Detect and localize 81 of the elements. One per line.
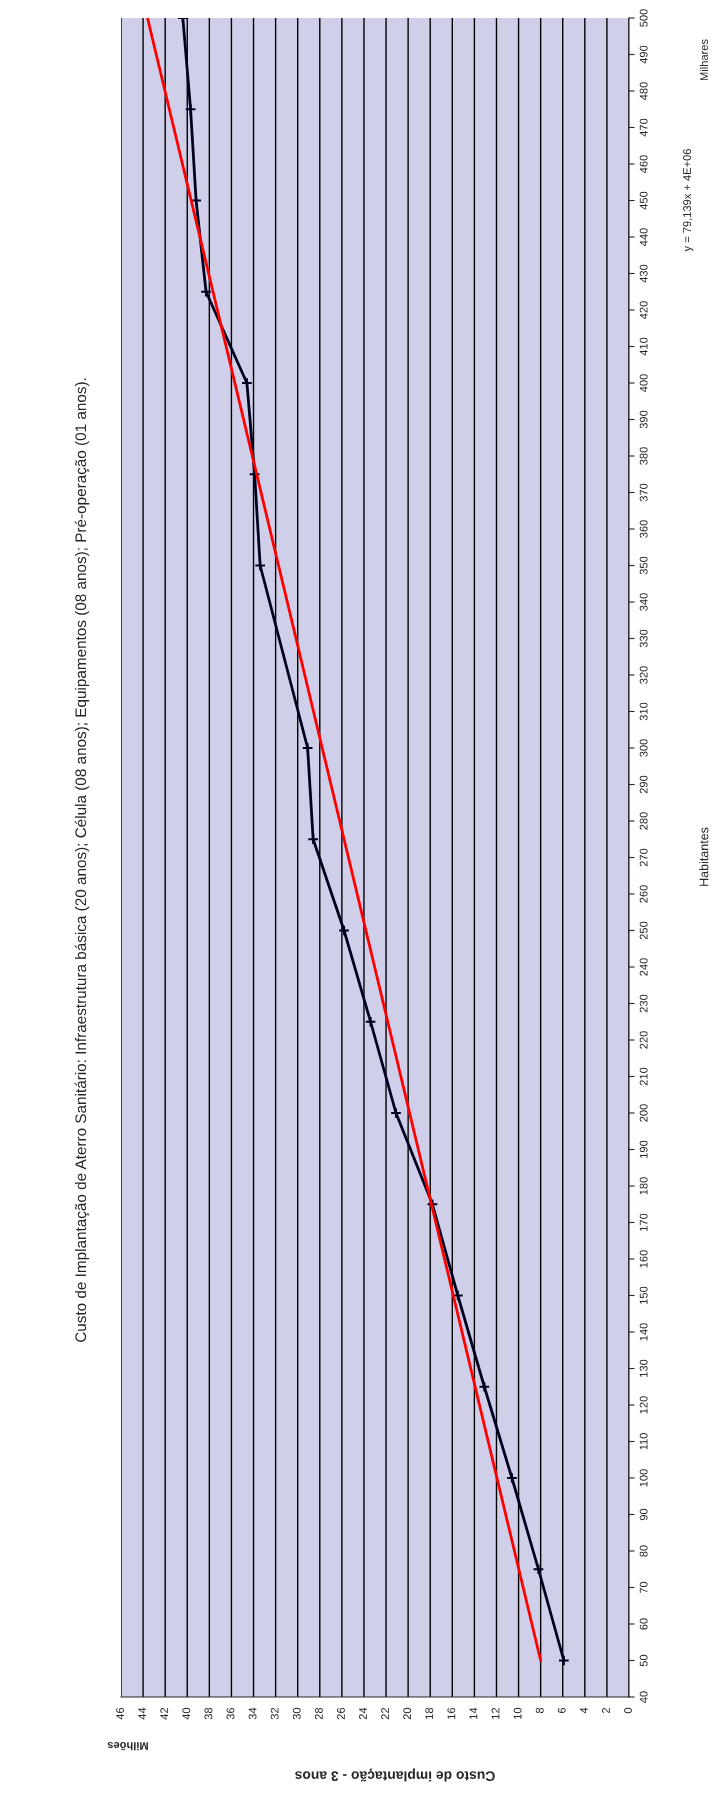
y-tick-label: 410	[639, 337, 648, 356]
point	[301, 742, 314, 754]
x-tick-label: 30	[292, 1707, 301, 1720]
y-tick-label: 110	[639, 1433, 648, 1450]
y-tick-label: 90	[639, 1508, 648, 1521]
y-tick-label: 450	[639, 191, 648, 210]
y-tick-label: 490	[639, 45, 648, 64]
text: Custo de Implantação de Aterro Sanitário: Infraestrutura básica (20 anos); Célula (08 anos); Equipamentos (08 anos); Pré-operação (01 anos).	[74, 378, 90, 1342]
y-tick-label: 340	[639, 593, 648, 611]
y-tick-label: 310	[639, 702, 648, 721]
y-tick-label: 400	[639, 374, 648, 393]
y-tick-label: 330	[639, 629, 648, 648]
x-tick-label: 44	[138, 1707, 146, 1720]
x-tick-label: 18	[425, 1707, 434, 1719]
x-tick-label: 36	[226, 1707, 235, 1720]
y-tick-label: 130	[639, 1359, 648, 1377]
x-tick-label: 4	[580, 1707, 588, 1714]
y-tick-label: 250	[639, 921, 648, 940]
point	[390, 1107, 402, 1119]
x-tick-label: 22	[381, 1707, 389, 1720]
x-tick-label: 8	[535, 1707, 544, 1714]
y-tick-label: 300	[639, 739, 648, 757]
text: y = 79,139x + 4E+06	[683, 149, 694, 252]
x-tick-label: 10	[513, 1707, 522, 1719]
y-tick-label: 470	[639, 118, 648, 137]
y-tick-label: 240	[639, 958, 648, 976]
y-tick-label: 460	[639, 155, 648, 174]
y-tick-label: 200	[639, 1104, 648, 1122]
x-tick-label: 14	[469, 1707, 478, 1719]
x-tick-label: 40	[182, 1707, 191, 1720]
y-tick-label: 500	[639, 9, 648, 27]
y-tick-label: 390	[639, 410, 648, 429]
x-tick-label: 28	[314, 1707, 323, 1720]
y-tick-label: 80	[639, 1545, 648, 1557]
y-tick-label: 230	[639, 994, 648, 1013]
y-tick-label: 50	[639, 1654, 648, 1667]
y-tick-label: 70	[639, 1581, 648, 1594]
y-tick-label: 150	[639, 1286, 648, 1304]
y-tick-label: 270	[639, 848, 648, 867]
y-tick-label: 180	[639, 1177, 648, 1195]
x-tick-label: 12	[491, 1707, 500, 1719]
y-tick-label: 290	[639, 775, 648, 794]
x-tick-label: 34	[248, 1707, 257, 1720]
y-tick-label: 40	[639, 1691, 648, 1703]
y-tick-label: 370	[639, 483, 648, 502]
x-tick-label: 32	[270, 1707, 279, 1720]
y-axis-title: Habitantes	[699, 827, 709, 886]
x-tick-label: 20	[403, 1707, 412, 1720]
x-axis-title: Custo de implantação - 3 anos	[295, 1768, 495, 1782]
text: Milhões	[107, 1742, 148, 1751]
y-tick-label: 100	[639, 1469, 648, 1487]
y-tick-label: 120	[639, 1396, 648, 1414]
x-tick-label: 42	[160, 1707, 169, 1720]
y-tick-label: 430	[639, 264, 648, 283]
y-tick-label: 280	[639, 812, 648, 830]
y-tick-label: 210	[639, 1067, 648, 1086]
y-tick-label: 320	[639, 666, 648, 684]
y-tick-label: 350	[639, 556, 648, 575]
point	[506, 1472, 518, 1484]
y-tick-label: 140	[639, 1323, 648, 1341]
y-tick-label: 160	[639, 1250, 648, 1268]
x-tick-label: 16	[447, 1707, 456, 1719]
text: Milhares	[699, 39, 708, 81]
x-tick-label: 0	[624, 1707, 632, 1714]
y-tick-label: 380	[639, 447, 648, 465]
y-tick-label: 440	[639, 228, 648, 247]
point	[338, 924, 350, 937]
x-tick-label: 38	[204, 1707, 213, 1720]
y-tick-label: 60	[639, 1618, 648, 1630]
x-tick-label: 6	[557, 1707, 566, 1714]
x-tick-label: 26	[336, 1707, 345, 1720]
x-tick-label: 24	[359, 1707, 367, 1720]
y-tick-label: 260	[639, 885, 648, 903]
y-tick-label: 480	[639, 82, 648, 101]
y-tick-label: 420	[639, 301, 648, 320]
x-tick-label: 2	[602, 1707, 610, 1714]
y-tick-label: 170	[639, 1213, 648, 1231]
y-tick-label: 220	[639, 1031, 648, 1049]
y-tick-label: 190	[639, 1140, 648, 1158]
x-tick-label: 46	[116, 1707, 124, 1720]
y-tick-label: 360	[639, 520, 648, 538]
